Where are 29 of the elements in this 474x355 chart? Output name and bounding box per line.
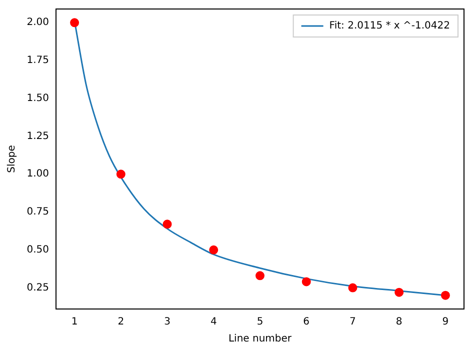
y-tick-label: 0.75 [26,206,49,218]
y-tick-label: 2.00 [26,17,49,28]
x-tick-label: 3 [164,316,170,328]
point [348,283,358,292]
y-tick-label: 1.25 [26,130,49,142]
y-tick-label: 1.00 [26,168,49,180]
point [302,277,311,286]
point [70,18,80,28]
point [162,220,172,229]
point [394,288,404,297]
x-tick-label: 4 [210,316,217,328]
point [256,271,264,280]
x-tick-label: 8 [396,316,402,328]
point [440,290,450,300]
x-tick-label: 7 [350,316,356,328]
x-tick-label: 1 [71,316,78,328]
y-tick-label: 0.50 [26,244,49,256]
x-tick-label: 6 [303,316,310,328]
y-tick-label: 1.75 [26,55,49,66]
point [116,170,126,179]
legend-label: Fit: 2.0115 * x ^-1.0422 [329,20,450,32]
y-tick-label: 0.25 [26,282,49,294]
point [209,245,218,254]
x-tick-label: 5 [256,316,264,328]
y-tick-label: 1.50 [26,92,49,104]
x-axis-title: Line number [228,334,292,345]
x-tick-label: 9 [442,316,449,328]
x-tick-label: 2 [118,316,124,328]
y-axis-title: Slope [6,145,18,173]
